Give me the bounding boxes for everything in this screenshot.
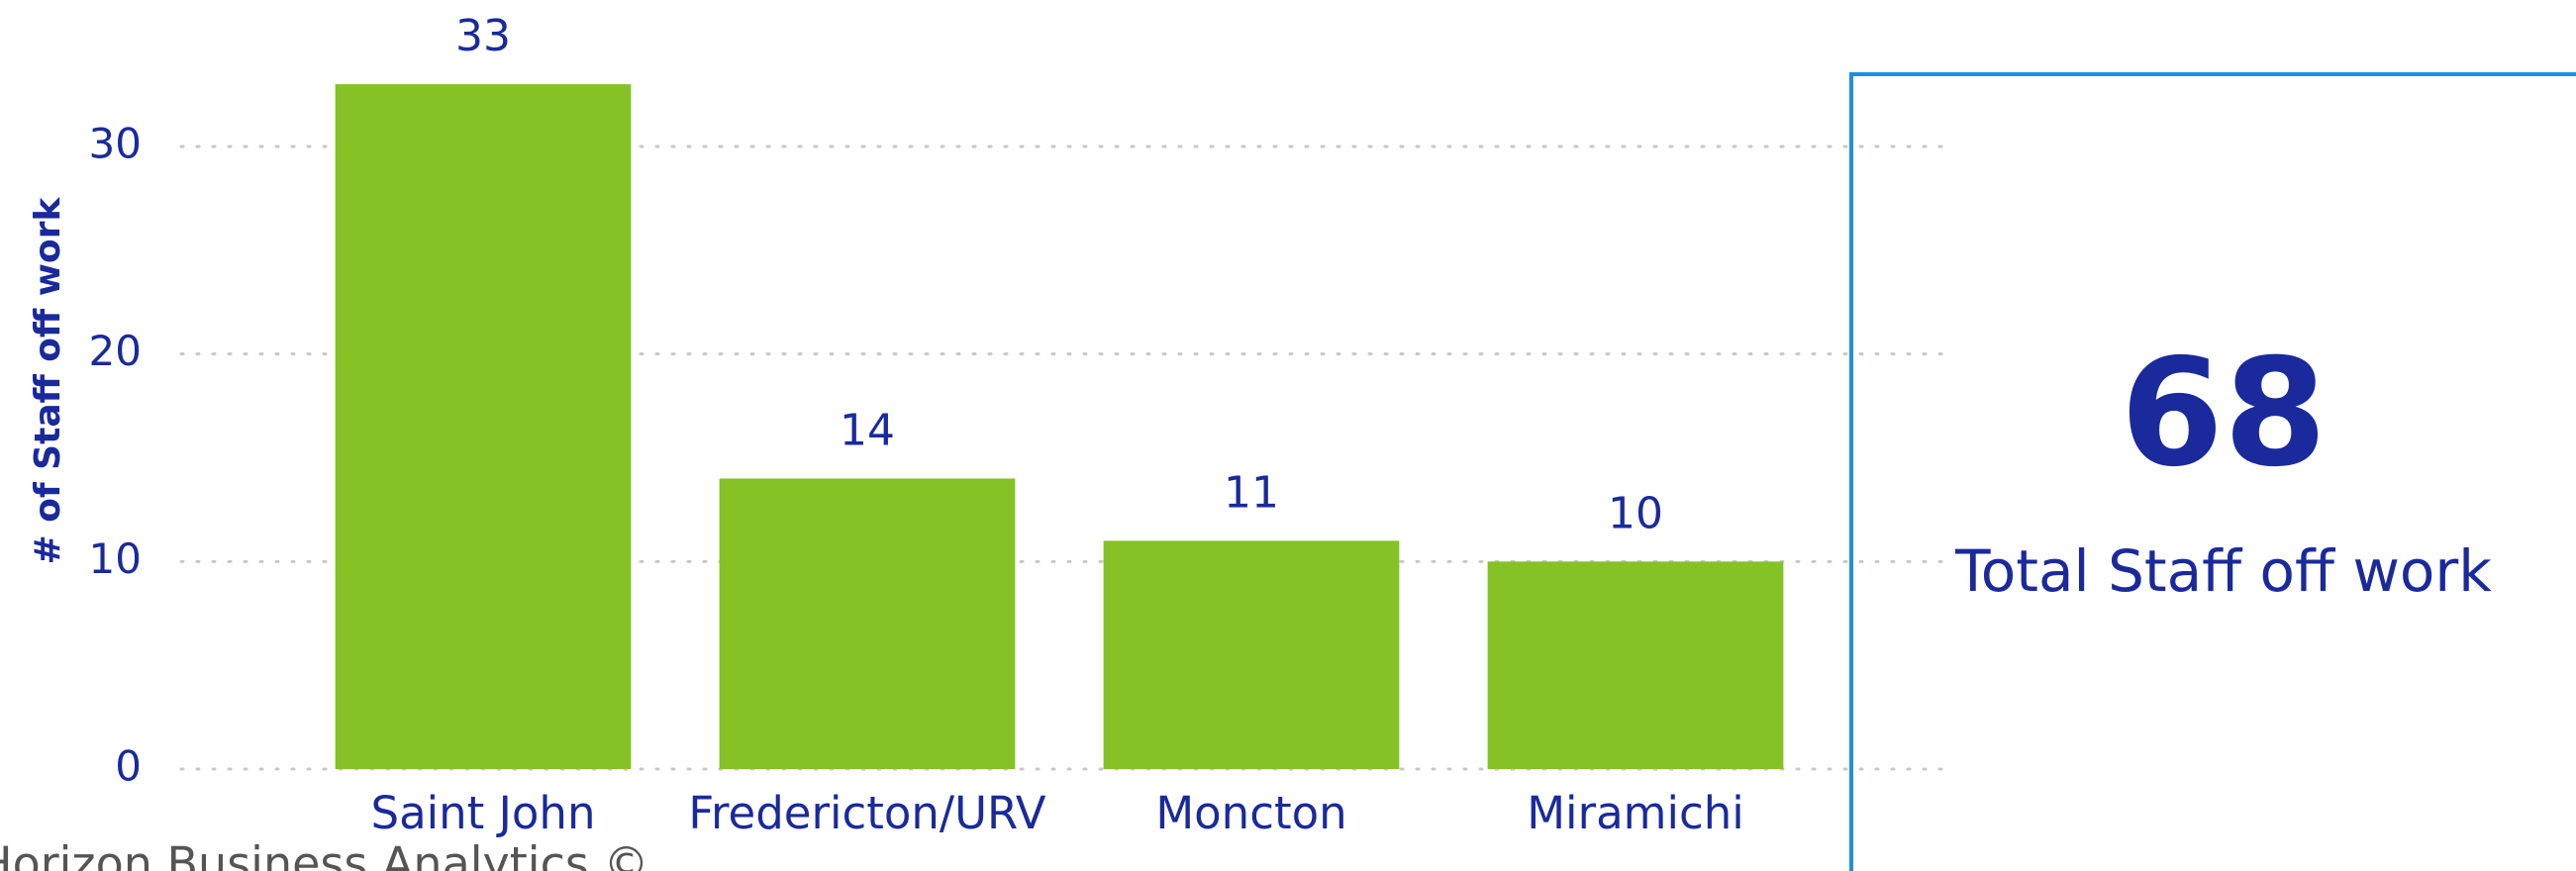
kpi-value: 68 [2121, 328, 2328, 500]
data-label: 11 [1224, 467, 1279, 518]
kpi-label: Total Staff off work [1954, 537, 2492, 605]
bar [1103, 540, 1400, 769]
kpi-card [1849, 72, 2576, 871]
y-tick-label: 10 [89, 534, 142, 583]
x-tick-label: Moncton [1155, 787, 1346, 839]
y-tick-label: 30 [89, 120, 142, 168]
bar [335, 84, 632, 770]
data-label: 10 [1608, 488, 1663, 538]
x-tick-label: Saint John [371, 787, 596, 839]
x-tick-label: Fredericton/URV [688, 787, 1045, 839]
data-label: 33 [455, 11, 511, 61]
bar [1487, 561, 1784, 769]
footer: Horizon Business Analytics © [0, 837, 648, 871]
bar [719, 478, 1016, 769]
x-tick-label: Miramichi [1527, 787, 1744, 839]
y-tick-label: 20 [89, 327, 142, 375]
data-label: 14 [840, 405, 895, 455]
y-tick-label: 0 [115, 742, 142, 791]
y-axis-title: # of Staff off work [28, 197, 68, 565]
